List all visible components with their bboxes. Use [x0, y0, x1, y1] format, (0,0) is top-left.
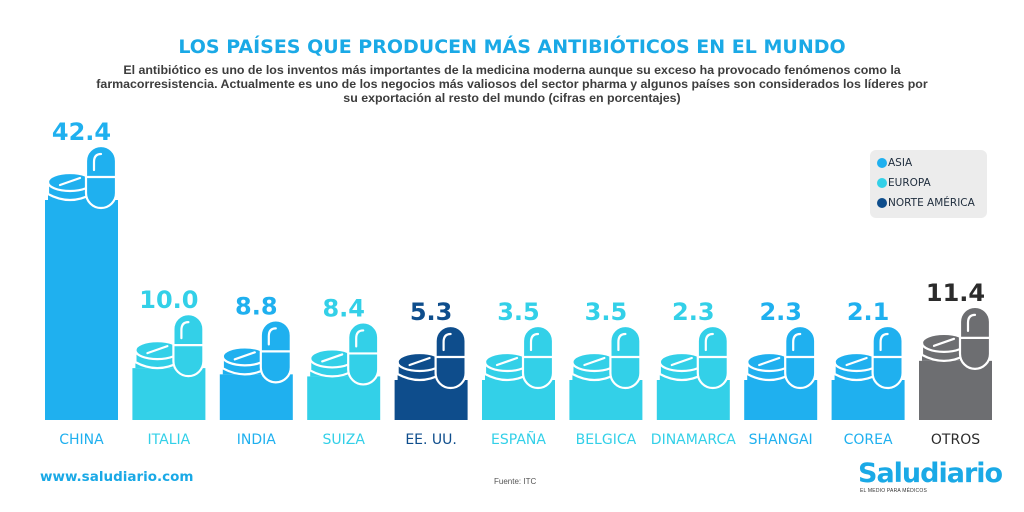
- value-label: 42.4: [52, 118, 111, 146]
- brand-logo: Saludiario: [858, 458, 1003, 489]
- category-label: SHANGAI: [749, 432, 813, 448]
- pill-icon: [46, 144, 118, 210]
- pill-icon: [396, 324, 467, 390]
- category-label: INDIA: [237, 432, 277, 448]
- legend-dot-asia: [877, 158, 887, 168]
- source-note: Fuente: ITC: [494, 477, 537, 486]
- pill-icon: [833, 324, 904, 390]
- category-label: EE. UU.: [405, 432, 457, 448]
- value-label: 3.5: [497, 298, 540, 326]
- bar: [132, 368, 206, 420]
- pill-icon: [483, 324, 555, 390]
- category-label: ESPAÑA: [491, 431, 546, 448]
- legend-dot-norte-america: [877, 198, 887, 208]
- legend-label-asia: ASIA: [888, 157, 913, 169]
- category-label: SUIZA: [322, 432, 365, 448]
- value-label: 2.1: [847, 298, 890, 326]
- legend-label-europa: EUROPA: [888, 177, 931, 189]
- pill-icon: [658, 324, 729, 390]
- value-label: 8.8: [235, 292, 278, 320]
- bar: [919, 360, 992, 420]
- category-label: ITALIA: [148, 432, 191, 448]
- brand-tagline: EL MEDIO PARA MÉDICOS: [860, 488, 927, 494]
- pill-icon: [134, 313, 205, 378]
- website-link[interactable]: www.saludiario.com: [40, 469, 194, 485]
- pill-icon: [571, 324, 642, 390]
- value-label: 3.5: [585, 298, 628, 326]
- pill-icon: [746, 324, 817, 390]
- value-label: 8.4: [322, 294, 365, 322]
- value-label: 2.3: [759, 298, 802, 326]
- pill-icon: [221, 319, 292, 384]
- category-label: DINAMARCA: [651, 432, 736, 448]
- legend-item-asia: ASIA: [877, 157, 912, 169]
- category-label: CHINA: [59, 432, 104, 448]
- value-label: 5.3: [410, 298, 453, 326]
- legend: ASIA EUROPA NORTE AMÉRICA: [870, 150, 987, 218]
- legend-dot-europa: [877, 178, 887, 188]
- chart-title: LOS PAÍSES QUE PRODUCEN MÁS ANTIBIÓTICOS…: [178, 36, 846, 58]
- value-label: 10.0: [139, 286, 198, 314]
- pill-icon: [920, 305, 992, 370]
- category-label: BELGICA: [576, 432, 637, 448]
- category-label: OTROS: [931, 432, 980, 448]
- category-label: COREA: [844, 432, 893, 448]
- legend-item-norte-america: NORTE AMÉRICA: [877, 197, 975, 209]
- legend-label-norte-america: NORTE AMÉRICA: [888, 197, 975, 209]
- value-label: 11.4: [926, 279, 985, 307]
- pill-icon: [309, 321, 380, 386]
- bar: [45, 200, 118, 420]
- chart-subtitle: El antibiótico es uno de los inventos má…: [96, 63, 928, 105]
- value-label: 2.3: [672, 298, 715, 326]
- legend-item-europa: EUROPA: [877, 177, 931, 189]
